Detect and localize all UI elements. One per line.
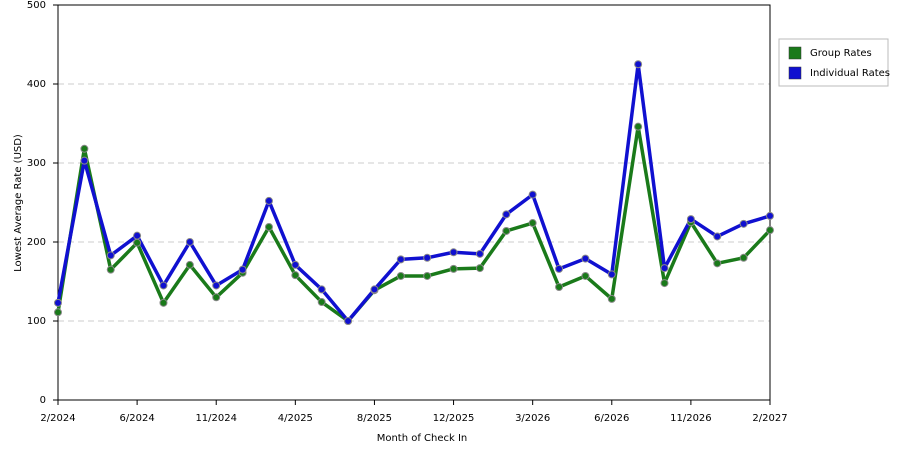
data-point: [502, 226, 511, 235]
data-point: [317, 285, 326, 294]
data-point: [634, 122, 643, 131]
data-point: [634, 60, 643, 69]
x-tick-label: 3/2026: [515, 413, 550, 424]
x-tick-label: 11/2024: [195, 413, 237, 424]
x-tick-label: 6/2026: [594, 413, 629, 424]
data-point: [607, 270, 616, 279]
y-tick-label: 100: [27, 316, 46, 327]
data-point: [713, 259, 722, 268]
y-axis-label: Lowest Average Rate (USD): [13, 134, 24, 272]
data-point: [766, 211, 774, 220]
data-point: [185, 260, 194, 269]
data-point: [264, 196, 273, 205]
data-point: [423, 271, 432, 280]
data-point: [106, 251, 115, 260]
data-point: [344, 317, 353, 325]
data-point: [766, 226, 774, 235]
data-point: [159, 281, 168, 290]
data-point: [713, 232, 722, 241]
data-point: [133, 238, 142, 247]
data-point: [238, 265, 247, 274]
x-tick-label: 2/2027: [752, 413, 787, 424]
data-point: [317, 298, 326, 307]
data-point: [370, 285, 379, 294]
y-tick-label: 500: [27, 0, 46, 11]
data-point: [739, 253, 748, 262]
data-point: [502, 210, 511, 219]
data-point: [528, 219, 537, 228]
x-tick-label: 12/2025: [433, 413, 475, 424]
legend-label: Group Rates: [810, 48, 872, 59]
y-tick-label: 300: [27, 158, 46, 169]
x-tick-label: 6/2024: [120, 413, 155, 424]
data-point: [185, 238, 194, 246]
data-point: [54, 298, 62, 307]
data-point: [423, 253, 432, 262]
series-line: [56, 62, 771, 323]
data-point: [581, 271, 590, 280]
data-point: [264, 222, 273, 231]
data-point: [449, 248, 458, 257]
data-point: [212, 293, 221, 302]
data-point: [291, 271, 300, 280]
data-point: [80, 156, 89, 165]
data-point: [607, 294, 616, 303]
series-line: [56, 124, 772, 323]
y-tick-label: 400: [27, 79, 46, 90]
data-point: [212, 281, 221, 290]
data-point: [739, 219, 748, 228]
data-point: [660, 264, 669, 273]
data-point: [475, 249, 484, 258]
x-tick-label: 11/2026: [670, 413, 712, 424]
x-axis-label: Month of Check In: [377, 433, 468, 444]
data-point: [54, 308, 62, 317]
x-tick-label: 4/2025: [278, 413, 313, 424]
x-tick-label: 8/2025: [357, 413, 392, 424]
data-point: [555, 264, 564, 273]
x-tick-label: 2/2024: [40, 413, 75, 424]
data-point: [133, 231, 142, 240]
data-point: [106, 265, 115, 274]
legend-label: Individual Rates: [810, 68, 890, 79]
data-point: [396, 271, 405, 280]
data-point: [686, 215, 695, 224]
data-point: [291, 260, 300, 269]
data-point: [449, 264, 458, 273]
data-point: [581, 254, 590, 263]
y-tick-label: 0: [40, 395, 46, 406]
data-point: [555, 283, 564, 292]
data-point: [159, 298, 168, 307]
data-point: [475, 264, 484, 273]
plot-frame: [57, 4, 771, 401]
data-point: [396, 255, 405, 264]
legend-swatch: [788, 46, 802, 60]
data-point: [80, 144, 89, 153]
data-point: [660, 279, 669, 288]
data-point: [528, 190, 537, 199]
legend-swatch: [788, 66, 802, 80]
y-tick-label: 200: [27, 237, 46, 248]
